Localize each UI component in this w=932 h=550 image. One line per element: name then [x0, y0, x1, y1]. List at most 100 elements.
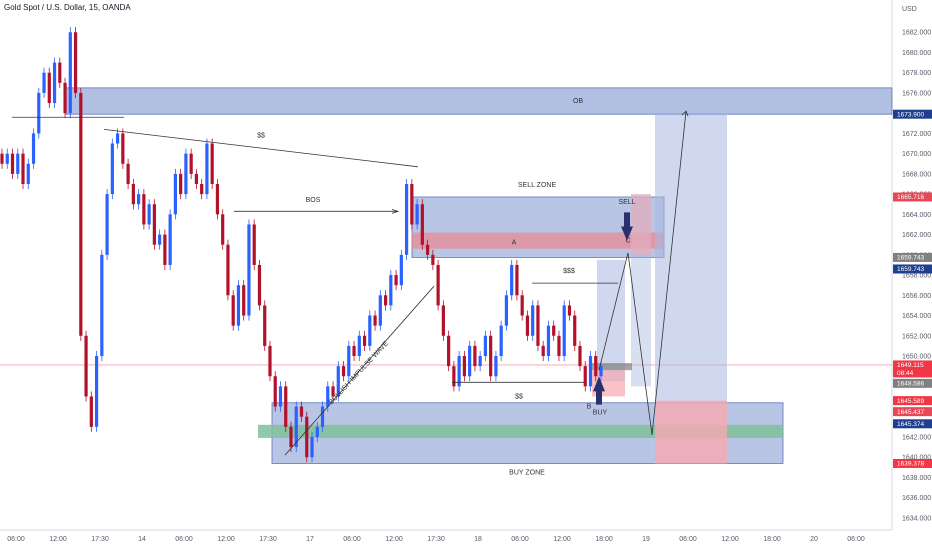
x-tick-label: 17:30 [427, 536, 445, 543]
y-tick-label: 1650.000 [902, 354, 931, 361]
candle-body [494, 356, 498, 377]
y-tick-label: 1662.000 [902, 232, 931, 239]
candle-body [341, 366, 346, 377]
candle-body [142, 194, 146, 225]
candle-body [68, 32, 72, 114]
candle-body [5, 153, 9, 164]
candle-body [247, 224, 251, 316]
bos-label: BOS [306, 197, 321, 204]
candle-body [326, 386, 330, 407]
x-tick-label: 06:00 [679, 536, 697, 543]
point-b-label: B [587, 404, 592, 411]
candle-body [115, 133, 120, 144]
price-label-bg [893, 378, 932, 388]
candle-body [110, 143, 114, 195]
candle-body [10, 153, 15, 174]
y-tick-label: 1636.000 [902, 495, 931, 502]
candle-body [21, 153, 25, 184]
price-label-value: 1673.900 [897, 111, 924, 118]
candle-body [546, 325, 551, 356]
candle-body [257, 264, 262, 306]
buy-zone-label: BUY ZONE [509, 469, 545, 476]
candle-body [137, 194, 141, 205]
point-a-label: A [512, 240, 517, 247]
candle-body [242, 285, 246, 316]
x-tick-label: 06:00 [7, 536, 25, 543]
candle-body [520, 295, 524, 316]
price-label-value: 1645.374 [897, 421, 924, 428]
y-tick-label: 1654.000 [902, 313, 931, 320]
candle-body [515, 264, 519, 296]
candle-body [352, 345, 356, 356]
candle-body [194, 173, 199, 184]
candle-body [268, 345, 272, 377]
liquidity-bottom-label: $$ [515, 393, 523, 400]
candle-body [200, 184, 204, 195]
candle-body [315, 426, 319, 437]
candle-body [179, 173, 183, 195]
candle-body [320, 406, 325, 427]
price-label-bg [893, 407, 932, 417]
candle-body [410, 184, 414, 225]
candle-body [541, 345, 545, 356]
price-label-bg [893, 264, 932, 274]
candle-body [215, 184, 220, 215]
candle-body [499, 325, 503, 356]
candle-body [289, 426, 293, 448]
candle-body [441, 305, 445, 336]
candle-body [510, 264, 514, 296]
y-tick-label: 1678.000 [902, 70, 931, 77]
price-label-value: 1639.378 [897, 461, 924, 468]
candle-body [294, 406, 298, 448]
candle-body [42, 72, 46, 93]
candle-body [578, 345, 582, 367]
candle-body [63, 82, 67, 114]
sell-label: SELL [618, 199, 635, 206]
sell-zone-label: SELL ZONE [518, 182, 557, 189]
y-tick-label: 1670.000 [902, 151, 931, 158]
candle-body [431, 254, 435, 265]
candle-body [452, 366, 456, 387]
projection-path [598, 111, 687, 435]
x-tick-label: 18:00 [763, 536, 781, 543]
price-label-value: 1648.586 [897, 381, 924, 388]
x-tick-label: 12:00 [49, 536, 67, 543]
x-tick-label: 17:30 [91, 536, 109, 543]
candle-body [415, 204, 419, 225]
candle-body [73, 32, 78, 93]
sell-arrow-icon [621, 212, 633, 241]
candle-body [284, 386, 288, 427]
y-tick-label: 1668.000 [902, 171, 931, 178]
price-label-bg [893, 192, 932, 202]
candle-body [362, 335, 367, 346]
buy-label: BUY [593, 410, 608, 417]
candle-body [47, 72, 51, 104]
candle-body [420, 204, 424, 245]
candle-body [588, 356, 593, 387]
price-label-bg [893, 396, 932, 406]
x-tick-label: 14 [138, 536, 146, 543]
y-tick-label: 1656.000 [902, 293, 931, 300]
candle-body [147, 204, 151, 225]
candle-body [594, 356, 598, 377]
candle-body [557, 335, 561, 356]
candle-body [278, 386, 283, 407]
candle-body [531, 305, 535, 336]
candle-body [273, 376, 277, 407]
x-axis: 06:00 12:00 17:30 14 06:00 12:00 17:30 17 06:00 1… [7, 536, 865, 543]
y-tick-label: 1634.000 [902, 515, 931, 522]
candle-body [263, 305, 267, 346]
y-tick-label: 1682.000 [902, 30, 931, 37]
price-label-value: 1645.589 [897, 398, 924, 405]
price-label-sub: 08:44 [897, 370, 914, 377]
candle-body [573, 315, 577, 346]
stop-box [655, 400, 727, 464]
bos-arrow [391, 208, 400, 214]
candle-body [236, 285, 241, 326]
candle-body [31, 133, 36, 164]
candle-body [447, 335, 451, 367]
candle-body [504, 295, 509, 326]
y-axis-unit: USD [902, 6, 917, 13]
price-label-bg [893, 109, 932, 119]
